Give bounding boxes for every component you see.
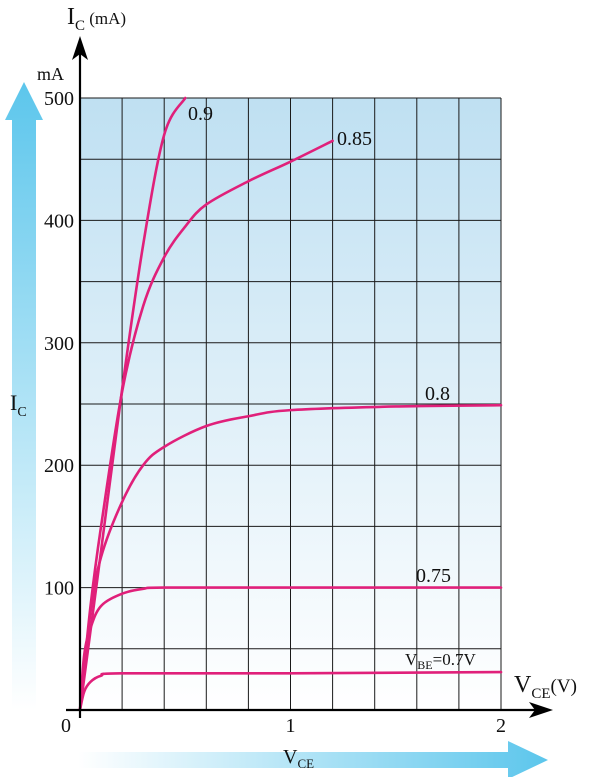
y-axis-title: IC (mA) xyxy=(67,4,126,34)
y-tick-label: 400 xyxy=(44,210,74,232)
curve-label-0.8: 0.8 xyxy=(425,383,450,405)
curve-label-0.75: 0.75 xyxy=(416,565,451,587)
y-axis-unit: mA xyxy=(37,64,64,84)
y-tick-labels: 100 200 300 400 500 xyxy=(44,88,74,600)
bottom-vce-label: VCE xyxy=(283,746,314,771)
bottom-vce-arrow xyxy=(78,741,548,777)
side-ic-arrow xyxy=(5,82,43,710)
curve-vbe-0-8 xyxy=(78,403,503,712)
y-axis-arrowhead xyxy=(72,36,88,60)
y-tick-label: 100 xyxy=(44,578,74,600)
curve-vbe-0-75 xyxy=(78,586,503,712)
curve-vbe-0-7 xyxy=(78,670,503,712)
x-axis-arrowhead xyxy=(529,702,553,718)
x-tick-label: 2 xyxy=(496,715,506,737)
y-tick-label: 200 xyxy=(44,455,74,477)
curve-label-0.9: 0.9 xyxy=(188,103,213,125)
origin-label: 0 xyxy=(61,715,71,737)
curve-label-0.85: 0.85 xyxy=(337,128,372,150)
curve-label-0.7: VBE=0.7V xyxy=(405,650,476,672)
curve-vbe-0-9 xyxy=(78,96,187,712)
curve-labels: 0.9 0.85 0.8 0.75 VBE=0.7V xyxy=(188,103,476,672)
side-ic-label: IC xyxy=(10,390,27,420)
x-axis-title: VCE(V) xyxy=(514,672,577,702)
y-tick-label: 500 xyxy=(44,88,74,110)
curves xyxy=(78,96,503,712)
x-tick-label: 1 xyxy=(286,715,296,737)
y-tick-label: 300 xyxy=(44,333,74,355)
curve-vbe-0-85 xyxy=(78,139,334,712)
